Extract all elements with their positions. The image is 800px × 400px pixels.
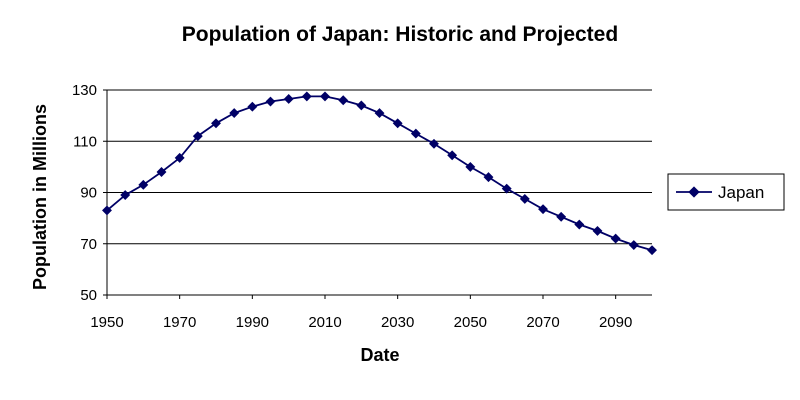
series-line-japan [106,95,653,252]
data-point-2035 [410,128,421,139]
data-point-2000 [283,94,294,104]
y-axis-title: Population in Millions [30,104,50,290]
x-tick-label-1990: 1990 [236,314,269,331]
data-point-2025 [374,108,385,119]
y-tick-labels: 50 70 90 110 130 [72,82,97,304]
data-point-2050 [465,161,476,172]
y-tick-label-90: 90 [80,185,97,202]
data-point-2075 [556,211,567,222]
data-point-1980 [211,118,221,129]
data-point-1995 [265,96,276,107]
legend-label-japan: Japan [718,183,764,202]
y-tick-label-130: 130 [72,82,97,99]
y-tick-label-50: 50 [80,287,97,304]
data-point-1975 [192,131,203,142]
x-tick-label-2010: 2010 [308,314,341,331]
x-tick-label-1970: 1970 [163,314,196,331]
data-point-2065 [519,193,530,204]
x-tick-label-2030: 2030 [381,314,414,331]
data-point-2095 [628,240,639,250]
data-point-2040 [429,138,439,149]
data-point-1950 [102,205,112,216]
data-point-2005 [301,91,312,102]
data-point-1965 [156,167,167,177]
gridlines [107,89,652,245]
data-point-2045 [447,150,458,161]
data-point-2030 [392,118,403,129]
data-point-2010 [320,91,330,102]
x-tick-label-1950: 1950 [90,314,123,331]
legend-marker-japan [688,186,700,198]
series-japan [102,91,657,256]
data-point-2015 [338,95,349,106]
data-point-1990 [247,101,258,112]
data-point-2085 [592,225,603,236]
x-tick-label-2070: 2070 [526,314,559,331]
chart-title: Population of Japan: Historic and Projec… [182,23,618,46]
data-point-2055 [483,172,494,183]
x-axis-title: Date [360,345,399,365]
x-tick-labels: 1950 1970 1990 2010 2030 2050 2070 2090 [90,314,632,331]
x-tick-label-2090: 2090 [599,314,632,331]
data-point-2020 [356,100,367,111]
data-point-2070 [538,204,548,215]
data-point-2100 [647,245,657,256]
data-point-2090 [610,233,621,244]
axes [103,89,652,299]
legend: Japan [667,173,785,211]
y-tick-label-110: 110 [73,133,97,150]
data-point-1985 [229,108,240,118]
y-tick-label-70: 70 [80,236,97,253]
data-point-2060 [501,183,512,194]
data-point-1955 [120,190,131,200]
x-tick-label-2050: 2050 [454,314,487,331]
data-point-2080 [574,219,585,230]
